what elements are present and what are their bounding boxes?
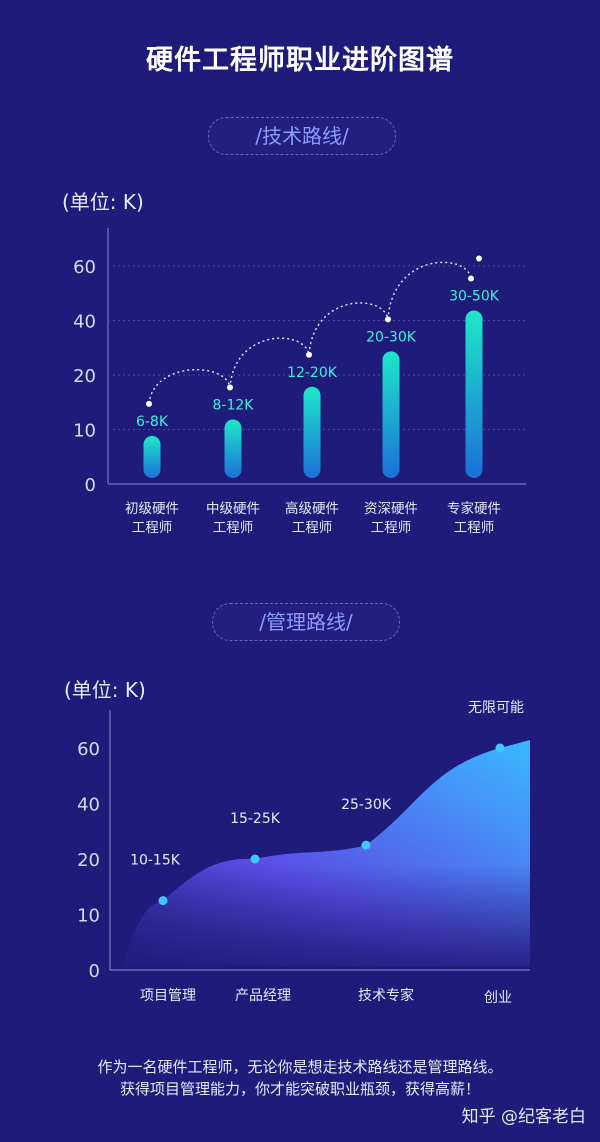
footer-text-1: 作为一名硬件工程师，无论你是想走技术路线还是管理路线。: [97, 1058, 503, 1076]
tech-category-label: 工程师: [371, 520, 412, 536]
mgmt-category-label: 创业: [484, 990, 512, 1006]
tech-category-label: 工程师: [213, 520, 254, 536]
tech-category-label: 高级硬件: [285, 500, 339, 517]
mgmt-data-point: [250, 854, 260, 864]
tech-category-label: 资深硬件: [364, 501, 418, 517]
watermark: 知乎 @纪客老白: [461, 1107, 586, 1127]
tech-bar-value-label: 20-30K: [366, 329, 417, 345]
tech-bar-value-label: 6-8K: [136, 414, 169, 430]
tech-bar: [224, 419, 242, 478]
mgmt-point-value-label: 无限可能: [468, 700, 524, 716]
tech-bar: [143, 435, 161, 478]
mgmt-category-label: 技术专家: [358, 987, 414, 1004]
tech-category-label: 专家硬件: [447, 500, 501, 517]
mgmt-chart-unit-label: (单位: K): [64, 678, 146, 702]
tech-category-label: 工程师: [132, 520, 173, 536]
tech-bar: [465, 310, 483, 478]
mgmt-data-point: [495, 743, 505, 753]
mgmt-point-value-label: 15-25K: [230, 811, 281, 827]
tech-category-label: 工程师: [454, 520, 495, 536]
tech-category-label: 初级硬件: [125, 500, 179, 517]
tech-arc-dot: [476, 255, 482, 262]
tech-route-badge: /技术路线/: [208, 117, 396, 155]
tech-chart-unit-label: (单位: K): [62, 190, 144, 214]
tech-bar-value-label: 8-12K: [213, 398, 255, 414]
tech-arc-dot: [227, 384, 233, 391]
tech-bar-value-label: 12-20K: [287, 365, 338, 381]
tech-progression-arc: [148, 261, 472, 404]
tech-y-tick-label: 0: [85, 475, 96, 496]
tech-arc-dot: [385, 316, 391, 323]
tech-y-tick-label: 60: [73, 257, 96, 278]
mgmt-data-point: [158, 896, 168, 906]
mgmt-route-badge: /管理路线/: [212, 603, 400, 641]
mgmt-point-value-label: 25-30K: [341, 797, 392, 813]
tech-bar: [382, 351, 400, 478]
mgmt-y-tick-label: 0: [89, 961, 100, 982]
tech-y-tick-label: 20: [73, 366, 96, 387]
mgmt-point-value-label: 10-15K: [130, 853, 181, 869]
tech-bar: [303, 386, 321, 478]
tech-arc-dot: [468, 275, 474, 282]
tech-arc-dot: [306, 351, 312, 358]
tech-category-label: 中级硬件: [206, 501, 260, 517]
mgmt-category-label: 产品经理: [235, 988, 291, 1004]
mgmt-data-point: [361, 840, 371, 850]
mgmt-y-tick-label: 60: [77, 739, 100, 760]
mgmt-y-tick-label: 10: [77, 906, 100, 927]
tech-y-tick-label: 40: [73, 312, 96, 333]
tech-y-tick-label: 10: [73, 421, 96, 442]
page-title: 硬件工程师职业进阶图谱: [146, 45, 454, 76]
mgmt-y-tick-label: 20: [77, 850, 100, 871]
mgmt-category-label: 项目管理: [140, 988, 196, 1004]
tech-category-label: 工程师: [292, 520, 333, 536]
tech-arc-dot: [146, 400, 152, 407]
footer-text-2: 获得项目管理能力，你才能突破职业瓶颈，获得高薪！: [119, 1080, 480, 1098]
mgmt-y-tick-label: 40: [77, 795, 100, 816]
mgmt-area-fade: [124, 740, 530, 966]
tech-bar-value-label: 30-50K: [449, 289, 500, 305]
